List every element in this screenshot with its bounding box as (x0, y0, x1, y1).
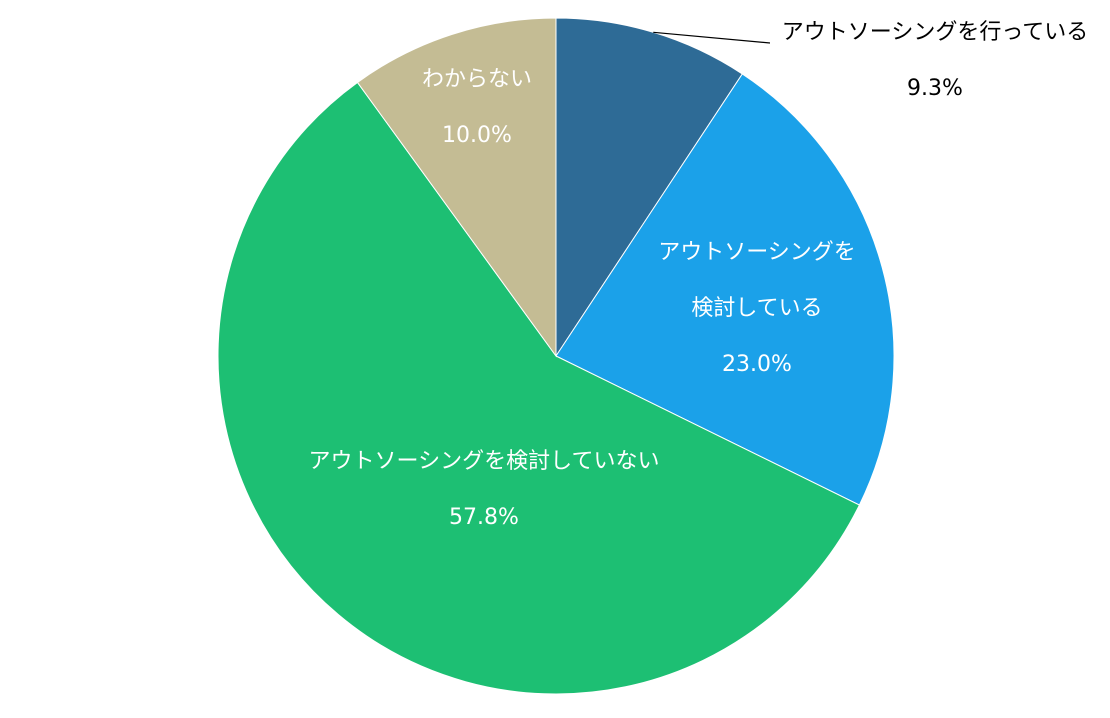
slice-label-line-0-0: アウトソーシングを行っている (782, 20, 1088, 45)
pie-slice-2 (217, 81, 861, 695)
slice-label-2: アウトソーシングを検討していない 57.8% (309, 449, 660, 530)
slice-label-3: わからない 10.0% (422, 67, 532, 148)
slice-value-0: 9.3% (907, 76, 963, 101)
slice-label-line-2-0: アウトソーシングを検討していない (309, 449, 660, 474)
slice-label-line-1-0: アウトソーシングを (658, 240, 856, 265)
slice-label-0: アウトソーシングを行っている 9.3% (782, 20, 1088, 101)
slice-value-1: 23.0% (722, 352, 792, 377)
slice-value-3: 10.0% (442, 123, 512, 148)
slice-value-2: 57.8% (449, 505, 519, 530)
leader-line-0 (653, 31, 771, 44)
slice-label-line-3-0: わからない (422, 67, 532, 92)
pie-slices (217, 17, 895, 695)
pie-slice-0 (555, 17, 743, 358)
slice-label-line-1-1: 検討している (691, 296, 822, 321)
pie-slice-3 (356, 17, 557, 358)
slice-labels: アウトソーシングを行っている9.3%アウトソーシングを検討している23.0%アウ… (309, 20, 1089, 530)
leader-lines (653, 31, 771, 44)
